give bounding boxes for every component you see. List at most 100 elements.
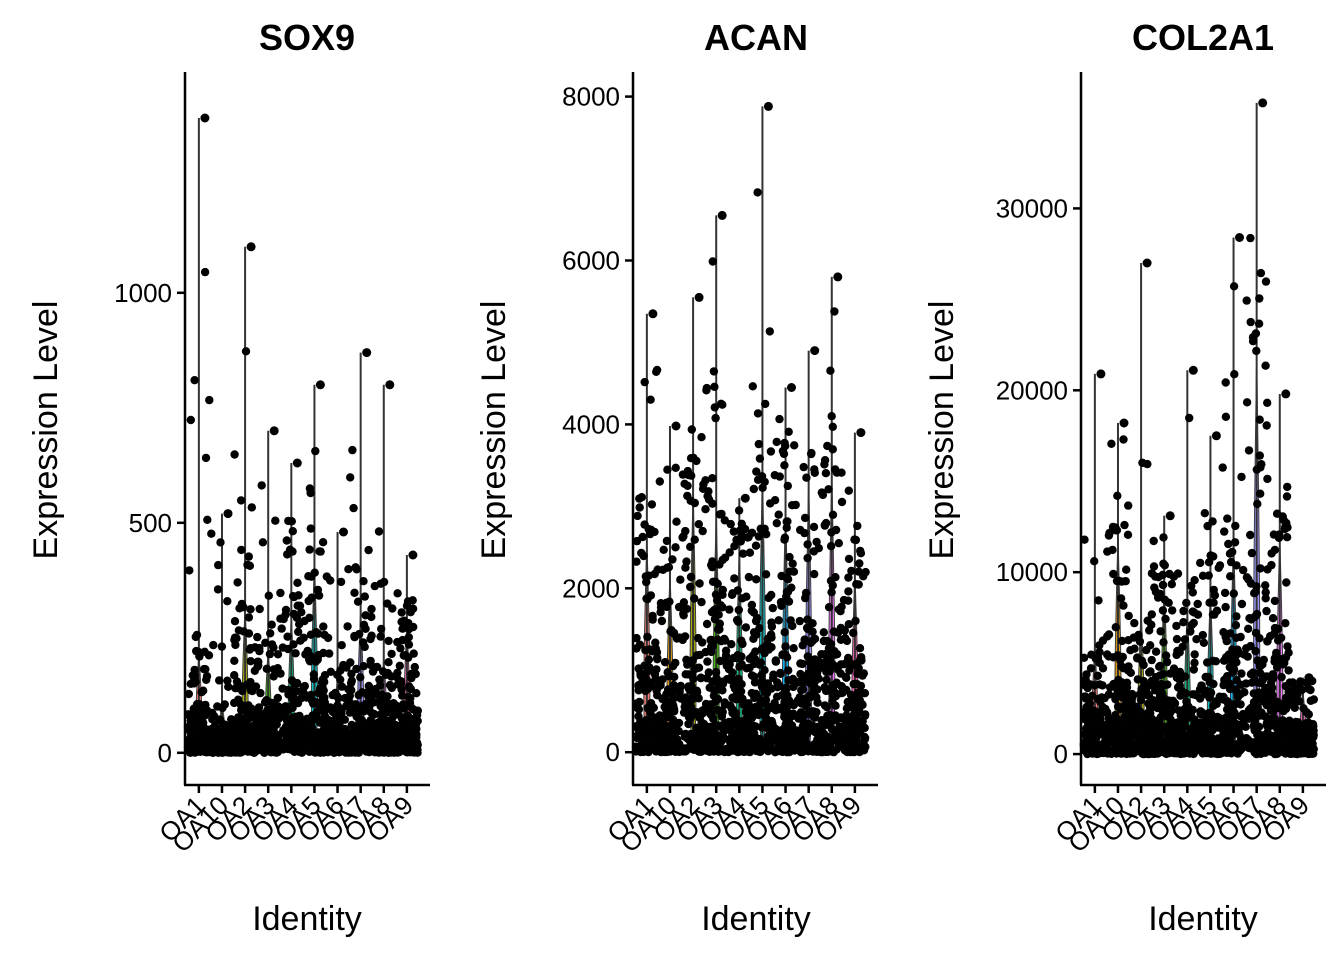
- data-point: [712, 596, 722, 605]
- data-point: [1111, 623, 1121, 632]
- data-point: [1243, 652, 1252, 661]
- data-point: [1242, 573, 1252, 582]
- data-point: [1123, 530, 1133, 539]
- data-point: [648, 615, 657, 624]
- data-point: [253, 632, 262, 642]
- data-point: [1251, 628, 1261, 638]
- data-point: [197, 707, 206, 717]
- data-point: [844, 573, 853, 582]
- data-point: [701, 705, 710, 715]
- data-point: [337, 682, 347, 691]
- data-point: [302, 741, 311, 751]
- data-point: [322, 572, 331, 581]
- data-point: [655, 477, 664, 486]
- data-point: [344, 565, 353, 574]
- data-point: [841, 634, 850, 643]
- data-point: [795, 616, 804, 626]
- data-point: [345, 691, 354, 701]
- data-point: [1210, 591, 1220, 600]
- data-point: [817, 716, 826, 725]
- data-point: [1155, 662, 1164, 671]
- data-point: [1143, 691, 1152, 700]
- data-point: [1282, 492, 1292, 501]
- data-point: [269, 643, 278, 652]
- data-point: [247, 503, 256, 512]
- data-point: [1272, 656, 1281, 665]
- data-point: [224, 682, 233, 691]
- data-point: [349, 503, 358, 513]
- data-point: [1220, 744, 1229, 753]
- data-point: [408, 604, 418, 613]
- data-point: [1240, 688, 1249, 697]
- data-point: [185, 566, 194, 575]
- data-point: [716, 656, 725, 666]
- data-point: [397, 685, 406, 694]
- data-point: [684, 470, 693, 480]
- data-point: [1256, 268, 1266, 278]
- data-point: [778, 446, 788, 456]
- data-point: [702, 619, 712, 629]
- data-point: [725, 548, 734, 557]
- data-point: [1224, 698, 1233, 707]
- data-point: [638, 532, 647, 542]
- data-point: [393, 589, 402, 598]
- data-point: [1281, 682, 1291, 691]
- data-point: [1117, 636, 1127, 646]
- data-point: [323, 747, 332, 756]
- data-point: [695, 579, 704, 588]
- data-point: [847, 566, 856, 576]
- data-point: [223, 597, 232, 606]
- data-point: [796, 669, 805, 679]
- data-point: [397, 608, 406, 617]
- data-point: [643, 594, 652, 604]
- data-point: [824, 485, 833, 494]
- data-point: [374, 527, 384, 536]
- data-point: [1230, 700, 1240, 709]
- data-point: [1103, 632, 1112, 641]
- data-point: [1261, 277, 1271, 286]
- data-point: [1267, 549, 1276, 558]
- data-point: [857, 653, 866, 662]
- data-point: [632, 557, 641, 566]
- data-point: [295, 601, 305, 610]
- data-point: [1161, 614, 1170, 624]
- data-points: [183, 113, 422, 757]
- data-point: [787, 501, 797, 510]
- data-point: [209, 640, 218, 650]
- panel-title: ACAN: [704, 17, 808, 58]
- data-point: [750, 678, 760, 687]
- data-point: [1225, 549, 1235, 558]
- data-point: [1278, 716, 1288, 725]
- data-point: [1083, 680, 1092, 690]
- data-point: [1255, 451, 1265, 460]
- data-point: [735, 743, 745, 753]
- data-point: [1104, 652, 1113, 661]
- data-point: [413, 716, 422, 726]
- data-point: [358, 724, 367, 734]
- data-point: [217, 642, 227, 651]
- data-point: [284, 516, 293, 526]
- data-point: [1154, 744, 1164, 753]
- data-point: [1253, 656, 1262, 665]
- data-point: [1220, 527, 1229, 536]
- data-point: [1220, 675, 1229, 685]
- data-point: [326, 716, 336, 726]
- data-point: [692, 732, 702, 741]
- data-point: [752, 467, 761, 476]
- data-point: [1107, 439, 1116, 448]
- data-point: [1215, 561, 1225, 570]
- data-point: [828, 581, 837, 590]
- data-point: [1276, 736, 1286, 745]
- data-point: [266, 629, 275, 638]
- data-point: [775, 472, 784, 481]
- data-point: [311, 698, 321, 707]
- data-point: [1128, 702, 1137, 712]
- data-point: [406, 694, 415, 703]
- data-point: [697, 597, 706, 607]
- data-point: [774, 510, 783, 519]
- data-point-max: [223, 509, 233, 519]
- data-point: [1185, 413, 1194, 423]
- data-point: [353, 597, 363, 606]
- data-point: [1279, 706, 1288, 716]
- data-point: [1179, 618, 1188, 627]
